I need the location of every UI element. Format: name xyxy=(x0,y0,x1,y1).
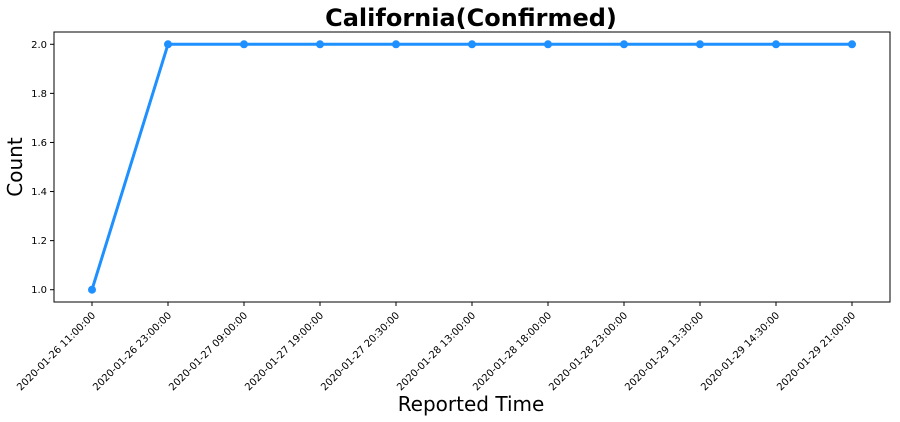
data-point xyxy=(468,40,476,49)
y-tick-label: 1.4 xyxy=(31,187,47,198)
y-tick-label: 1.2 xyxy=(31,236,47,247)
y-axis: 1.0 1.2 1.4 1.6 1.8 2.0 xyxy=(31,40,54,296)
x-tick-label: 2020-01-29 21:00:00 xyxy=(775,310,858,393)
x-tick-label: 2020-01-29 13:30:00 xyxy=(623,310,706,393)
y-tick-label: 2.0 xyxy=(31,40,47,51)
x-tick-label: 2020-01-26 11:00:00 xyxy=(15,310,98,393)
x-tick-label: 2020-01-28 13:00:00 xyxy=(395,310,478,393)
data-point xyxy=(848,40,856,49)
data-point xyxy=(696,40,704,49)
plot-area xyxy=(53,31,891,303)
data-point xyxy=(316,40,324,49)
x-tick-label: 2020-01-27 19:00:00 xyxy=(243,310,326,393)
data-point xyxy=(544,40,552,49)
x-tick-label: 2020-01-27 20:30:00 xyxy=(319,310,402,393)
chart-title: California(Confirmed) xyxy=(325,4,617,32)
x-tick-label: 2020-01-28 18:00:00 xyxy=(471,310,554,393)
data-point xyxy=(620,40,628,49)
x-tick-label: 2020-01-27 09:00:00 xyxy=(167,310,250,393)
x-tick-label: 2020-01-29 14:30:00 xyxy=(699,310,782,393)
data-point xyxy=(392,40,400,49)
data-point xyxy=(240,40,248,49)
data-point xyxy=(772,40,780,49)
x-tick-label: 2020-01-26 23:00:00 xyxy=(91,310,174,393)
data-point xyxy=(88,285,96,294)
y-tick-label: 1.6 xyxy=(31,138,47,149)
data-point xyxy=(164,40,172,49)
y-tick-label: 1.0 xyxy=(31,285,47,296)
x-axis-label: Reported Time xyxy=(398,392,545,416)
y-axis-label: Count xyxy=(3,137,27,197)
x-tick-label: 2020-01-28 23:00:00 xyxy=(547,310,630,393)
y-tick-label: 1.8 xyxy=(31,89,47,100)
series-layer xyxy=(88,40,856,294)
